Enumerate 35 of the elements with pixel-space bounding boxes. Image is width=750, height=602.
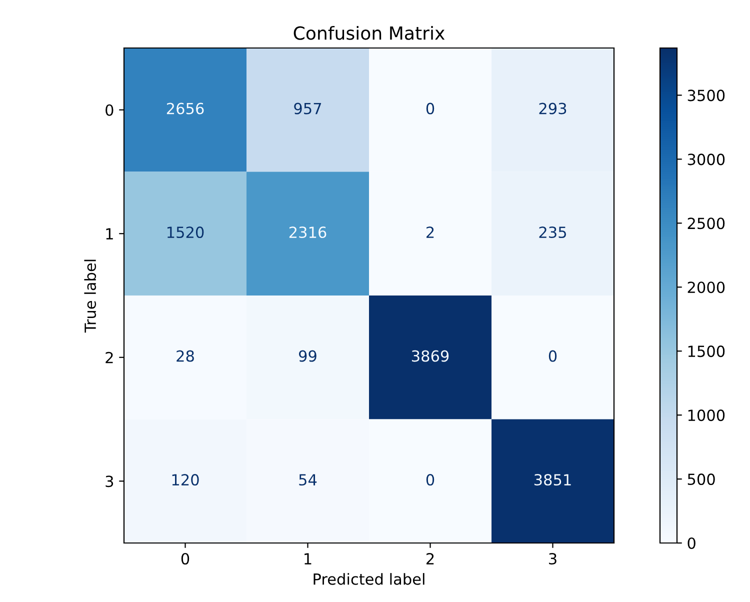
data-label: 3869 [412,350,449,362]
data-label: 2 [426,226,434,238]
color-bar-label: 2000 [688,282,725,294]
color-bar-label: 3500 [688,90,725,102]
color-bar-label: 0 [688,537,696,550]
y-tick-label: 3 [106,476,114,488]
data-label: 1520 [167,226,204,238]
color-bar-label: 2500 [688,218,725,230]
data-label: 957 [294,102,322,114]
x-tick-label: 2 [426,552,434,564]
data-label: 0 [426,474,434,486]
color-bar-label: 1000 [688,410,725,422]
x-axis-title: Predicted label [314,573,424,585]
y-axis-title: True label [84,260,96,333]
data-label: 54 [299,474,317,486]
color-bar-label: 3000 [688,154,725,166]
color-bar-label: 1500 [688,346,725,358]
data-label: 2316 [289,226,326,238]
x-tick-label: 1 [304,553,312,564]
data-label: 293 [539,102,566,114]
y-tick-label: 2 [106,352,113,364]
y-tick-label: 1 [106,228,113,240]
x-tick-label: 0 [181,552,190,565]
data-label: 2656 [166,102,204,114]
data-label: 120 [172,474,199,486]
data-label: 235 [539,226,566,238]
data-label: 0 [548,350,557,362]
y-tick-label: 0 [106,104,114,116]
data-label: 0 [426,102,434,114]
data-label: 3851 [534,474,571,486]
data-label: 99 [298,350,316,362]
data-label: 28 [176,350,194,362]
x-tick-label: 3 [549,552,556,565]
chart-title: Confusion Matrix [294,26,445,40]
color-bar-label: 500 [688,473,715,486]
